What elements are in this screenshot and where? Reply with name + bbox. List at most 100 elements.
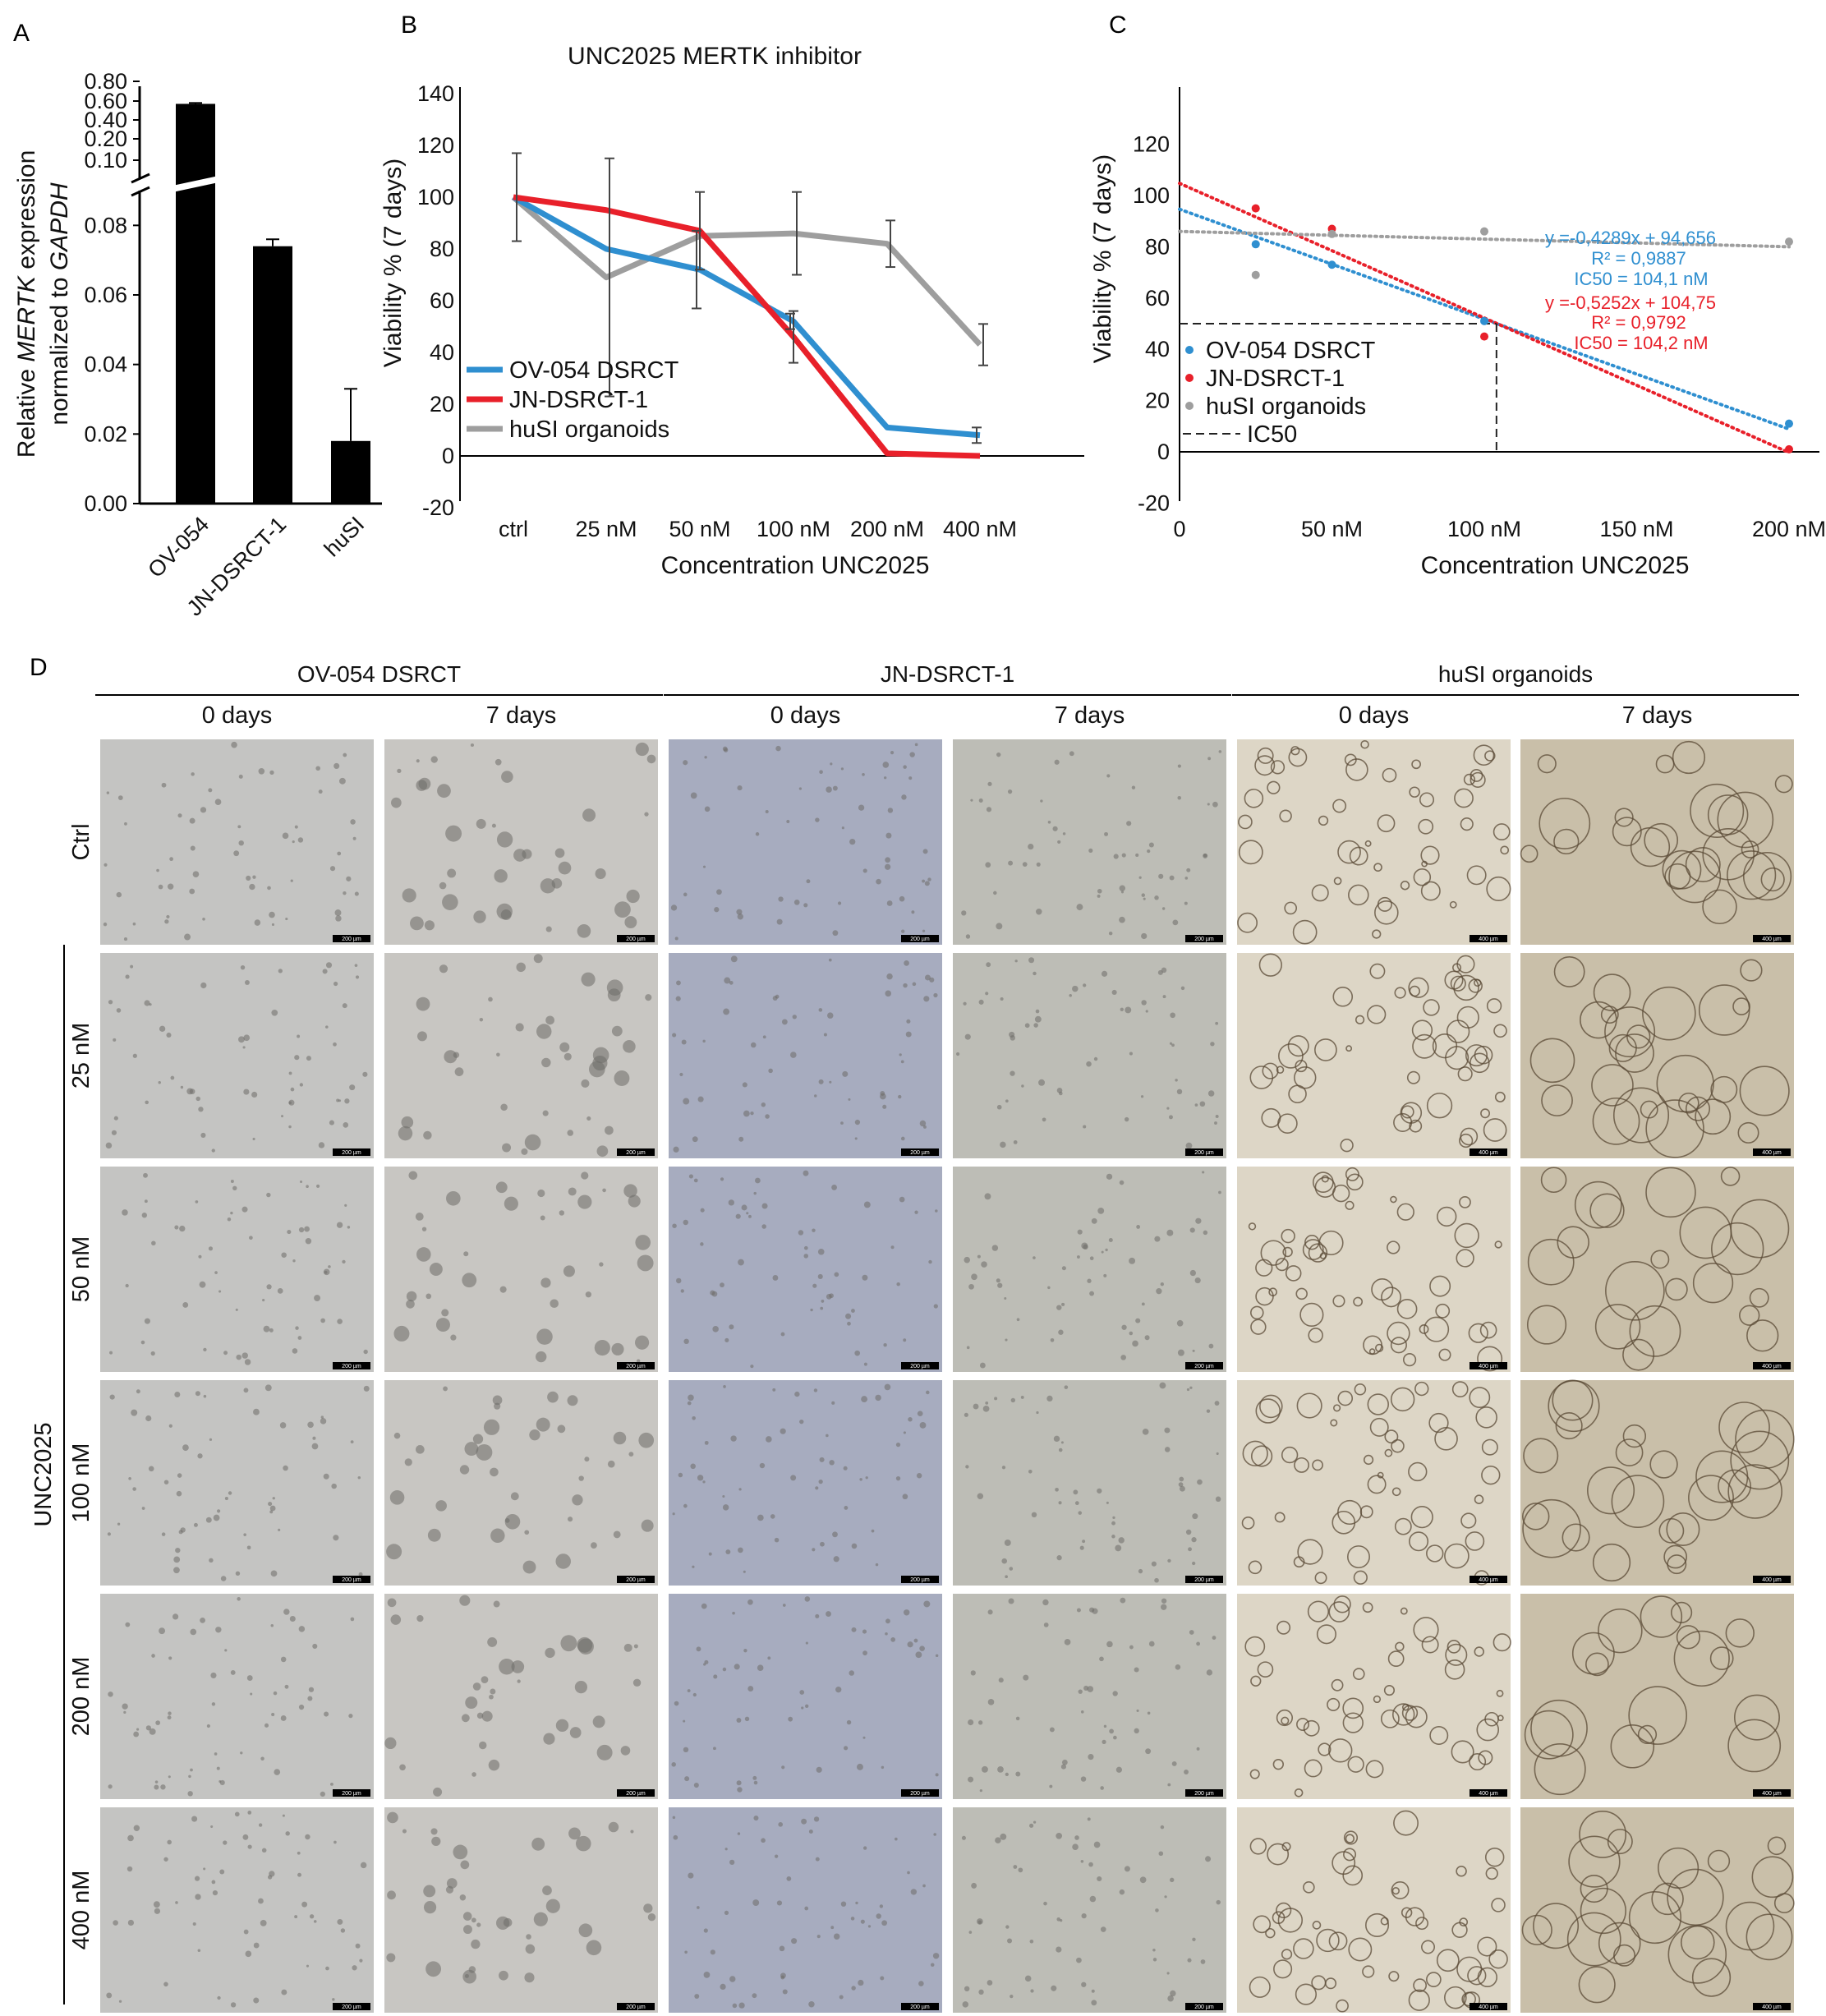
cell-mark — [210, 1825, 214, 1829]
cell-mark — [890, 1245, 895, 1250]
cell-mark — [681, 1039, 687, 1045]
cell-mark — [177, 813, 182, 818]
cell-mark — [244, 980, 250, 985]
cell-mark — [818, 1079, 824, 1084]
cell-mark — [243, 1388, 249, 1393]
cell-mark — [384, 1737, 397, 1750]
cell-mark — [922, 849, 928, 854]
cell-mark — [525, 1944, 536, 1954]
organoid-mark — [1477, 1346, 1503, 1372]
cell-mark — [882, 1104, 887, 1109]
cell-mark — [849, 1670, 855, 1676]
cell-mark — [1143, 897, 1146, 900]
organoid-mark — [1345, 758, 1368, 781]
cell-mark — [151, 1654, 155, 1658]
organoid-mark — [1314, 1572, 1327, 1585]
cell-mark — [708, 1552, 712, 1556]
cell-mark — [831, 1184, 838, 1190]
cell-mark — [363, 1349, 368, 1355]
scale-bar — [901, 2003, 939, 2010]
cell-mark — [623, 1040, 636, 1053]
organoid-mark — [1488, 1949, 1508, 1969]
cell-mark — [902, 1494, 908, 1500]
cell-mark — [398, 1125, 413, 1141]
cell-mark — [817, 1248, 825, 1255]
organoid-mark — [1400, 1607, 1408, 1615]
organoid-mark — [1481, 1438, 1498, 1456]
cell-mark — [966, 1346, 970, 1350]
cell-mark — [1186, 1388, 1190, 1392]
cell-mark — [247, 1844, 252, 1849]
organoid-mark — [1469, 1752, 1487, 1771]
cell-mark — [970, 799, 973, 802]
cell-mark — [271, 1712, 275, 1717]
cell-mark — [1134, 1728, 1139, 1733]
organoid-mark — [1294, 1788, 1304, 1797]
organoid-mark — [1444, 1659, 1465, 1680]
cell-mark — [895, 1442, 901, 1448]
cell-mark — [198, 1107, 204, 1112]
scale-bar — [1753, 2003, 1791, 2010]
organoid-mark — [1496, 1689, 1504, 1697]
organoid-mark — [1307, 1600, 1330, 1622]
scale-bar — [617, 1148, 655, 1156]
cell-mark — [1013, 1865, 1018, 1869]
cell-mark — [826, 786, 832, 793]
chart-c-data-point — [1785, 444, 1793, 453]
cell-mark — [230, 1211, 233, 1215]
cell-mark — [1212, 1636, 1217, 1641]
cell-mark — [1061, 1302, 1065, 1306]
cell-mark — [732, 1611, 735, 1615]
scale-bar — [1753, 1576, 1791, 1583]
grid-row-label: 100 nM — [68, 1443, 94, 1523]
cell-mark — [803, 1170, 809, 1176]
cell-mark — [862, 1650, 867, 1656]
cell-mark — [402, 888, 416, 903]
cell-mark — [672, 1816, 676, 1820]
panel-a: A Relative MERTK expression normalized t… — [13, 20, 382, 621]
organoid-mark — [1760, 867, 1785, 892]
cell-mark — [554, 848, 565, 858]
organoid-mark — [1568, 1835, 1621, 1888]
cell-mark — [750, 1365, 754, 1369]
cell-mark — [922, 1884, 926, 1888]
cell-mark — [991, 1245, 999, 1251]
cell-mark — [605, 1125, 614, 1135]
cell-mark — [919, 1645, 925, 1651]
chart-c-xtick-label: 100 nM — [1447, 517, 1521, 541]
cell-mark — [755, 1177, 761, 1184]
cell-mark — [254, 919, 261, 926]
cell-mark — [832, 930, 839, 937]
cell-mark — [907, 1871, 910, 1875]
cell-mark — [1033, 971, 1037, 976]
organoid-mark — [1270, 760, 1286, 775]
cell-mark — [833, 1933, 840, 1940]
organoid-mark — [1418, 818, 1434, 835]
chart-b-ytick-label: 40 — [430, 340, 454, 365]
organoid-mark — [1613, 1944, 1636, 1967]
chart-c-ytick-label: 40 — [1145, 337, 1170, 361]
cell-mark — [978, 1989, 984, 1995]
chart-c-ytick-label: 100 — [1133, 183, 1170, 208]
scale-bar — [901, 1148, 939, 1156]
cell-mark — [909, 752, 915, 757]
cell-mark — [782, 1604, 786, 1607]
cell-mark — [1080, 1776, 1087, 1782]
cell-mark — [574, 1681, 588, 1694]
organoid-mark — [1345, 1200, 1355, 1210]
cell-mark — [1097, 1488, 1102, 1494]
chart-c-r-squared: R² = 0,9792 — [1591, 312, 1686, 333]
cell-mark — [908, 776, 913, 780]
cell-mark — [757, 1514, 764, 1521]
cell-mark — [815, 817, 820, 822]
cell-mark — [109, 1351, 113, 1355]
cell-mark — [908, 1416, 913, 1422]
cell-mark — [510, 1492, 519, 1501]
organoid-mark — [1333, 1595, 1351, 1613]
cell-mark — [416, 780, 428, 791]
chart-c-data-point — [1251, 204, 1260, 213]
cell-mark — [445, 825, 462, 842]
cell-mark — [533, 1912, 548, 1926]
